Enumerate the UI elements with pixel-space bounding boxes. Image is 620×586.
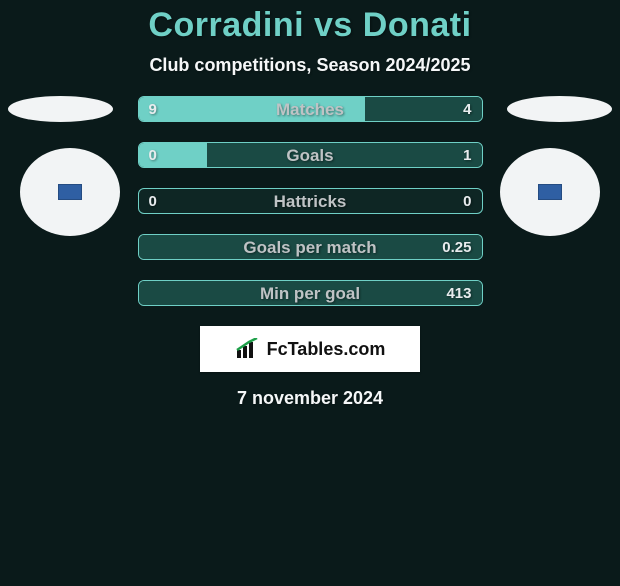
stat-value-left: 9 (149, 97, 157, 121)
page-subtitle: Club competitions, Season 2024/2025 (0, 55, 620, 76)
title-left: Corradini (148, 6, 304, 44)
stat-value-right: 0.25 (442, 235, 471, 259)
stat-label: Goals (139, 143, 482, 167)
stat-row: Matches9 4 (138, 96, 483, 122)
team-right-ellipse (507, 96, 612, 122)
stat-label: Matches (139, 97, 482, 121)
stat-row: Goals per match0.25 (138, 234, 483, 260)
stat-row: Hattricks0 0 (138, 188, 483, 214)
stat-row: Min per goal413 (138, 280, 483, 306)
source-logo-badge: FcTables.com (200, 326, 420, 372)
comparison-panel: Matches94Goals01Hattricks00Goals per mat… (0, 96, 620, 306)
stat-row: Goals0 1 (138, 142, 483, 168)
chart-icon (235, 338, 261, 360)
team-left-badge (20, 148, 120, 236)
stat-label: Hattricks (139, 189, 482, 213)
flag-icon (538, 184, 562, 200)
flag-icon (58, 184, 82, 200)
team-right-badge (500, 148, 600, 236)
stat-value-left: 0 (149, 143, 157, 167)
stat-value-right: 413 (446, 281, 471, 305)
stat-value-right: 4 (463, 97, 471, 121)
stat-value-right: 1 (463, 143, 471, 167)
stat-value-right: 0 (463, 189, 471, 213)
source-logo-text: FcTables.com (267, 339, 386, 360)
stat-label: Goals per match (139, 235, 482, 259)
title-vs: vs (314, 6, 353, 44)
stats-bars: Matches94Goals01Hattricks00Goals per mat… (138, 96, 483, 306)
team-left-ellipse (8, 96, 113, 122)
stat-label: Min per goal (139, 281, 482, 305)
title-right: Donati (363, 6, 472, 44)
footer-date: 7 november 2024 (0, 388, 620, 409)
stat-value-left: 0 (149, 189, 157, 213)
page-title: Corradini vs Donati (0, 6, 620, 45)
